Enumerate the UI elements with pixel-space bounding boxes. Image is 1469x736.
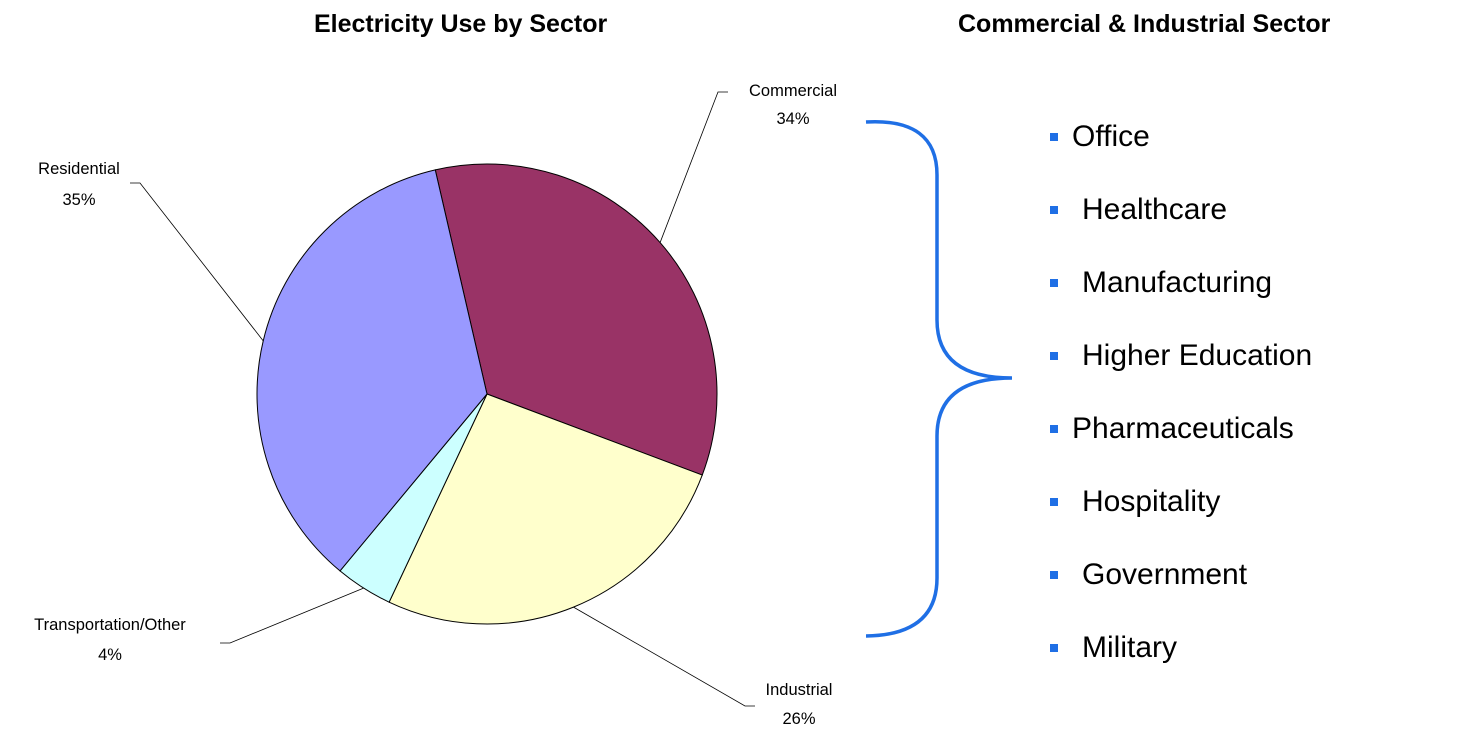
- list-item-label: Office: [1072, 119, 1150, 153]
- slice-label: Industrial: [766, 681, 833, 699]
- list-item: Government: [1050, 538, 1312, 611]
- slice-label: Commercial: [749, 82, 837, 100]
- slice-labels: Commercial 34% Industrial 26% Transportation…: [34, 82, 837, 728]
- bullet-icon: [1050, 570, 1058, 579]
- bullet-icon: [1050, 278, 1058, 287]
- pie-slices: [256, 163, 718, 625]
- slice-percent-label: 35%: [62, 191, 95, 209]
- pie-slice-industrial: [388, 393, 703, 625]
- bullet-icon: [1050, 205, 1058, 214]
- leader-line: [220, 587, 364, 644]
- list-item-label: Military: [1082, 630, 1177, 664]
- leader-line: [659, 91, 728, 243]
- pie-slice-residential: [256, 169, 488, 572]
- slice-percent-label: 4%: [98, 646, 122, 664]
- list-item: Military: [1050, 611, 1312, 684]
- bullet-icon: [1050, 643, 1058, 652]
- list-item: Hospitality: [1050, 465, 1312, 538]
- list-item: Manufacturing: [1050, 246, 1312, 319]
- list-item-label: Higher Education: [1082, 338, 1313, 372]
- list-item-label: Manufacturing: [1082, 265, 1273, 299]
- leader-lines: [130, 91, 755, 707]
- pie-chart: Commercial 34% Industrial 26% Transportation…: [34, 82, 837, 728]
- bullet-icon: [1050, 497, 1058, 506]
- list-item: Office: [1050, 100, 1312, 173]
- slice-percent-label: 34%: [776, 110, 809, 128]
- list-item: Pharmaceuticals: [1050, 392, 1312, 465]
- list-item-label: Pharmaceuticals: [1072, 411, 1294, 445]
- leader-line: [573, 606, 755, 707]
- list-item: Healthcare: [1050, 173, 1312, 246]
- leader-line: [130, 182, 264, 342]
- bullet-icon: [1050, 351, 1058, 360]
- pie-slice-commercial: [434, 163, 718, 476]
- bullet-icon: [1050, 132, 1058, 141]
- list-item: Higher Education: [1050, 319, 1312, 392]
- bullet-icon: [1050, 424, 1058, 433]
- list-item-label: Healthcare: [1082, 192, 1228, 226]
- slice-percent-label: 26%: [782, 710, 815, 728]
- slice-label: Residential: [38, 160, 120, 178]
- sector-list: Office Healthcare Manufacturing Higher E…: [1050, 100, 1312, 684]
- sector-panel-title: Commercial & Industrial Sector: [958, 10, 1331, 38]
- list-item-label: Hospitality: [1082, 484, 1221, 518]
- list-item-label: Government: [1082, 557, 1248, 591]
- slice-label: Transportation/Other: [34, 616, 186, 634]
- chart-title: Electricity Use by Sector: [314, 10, 608, 38]
